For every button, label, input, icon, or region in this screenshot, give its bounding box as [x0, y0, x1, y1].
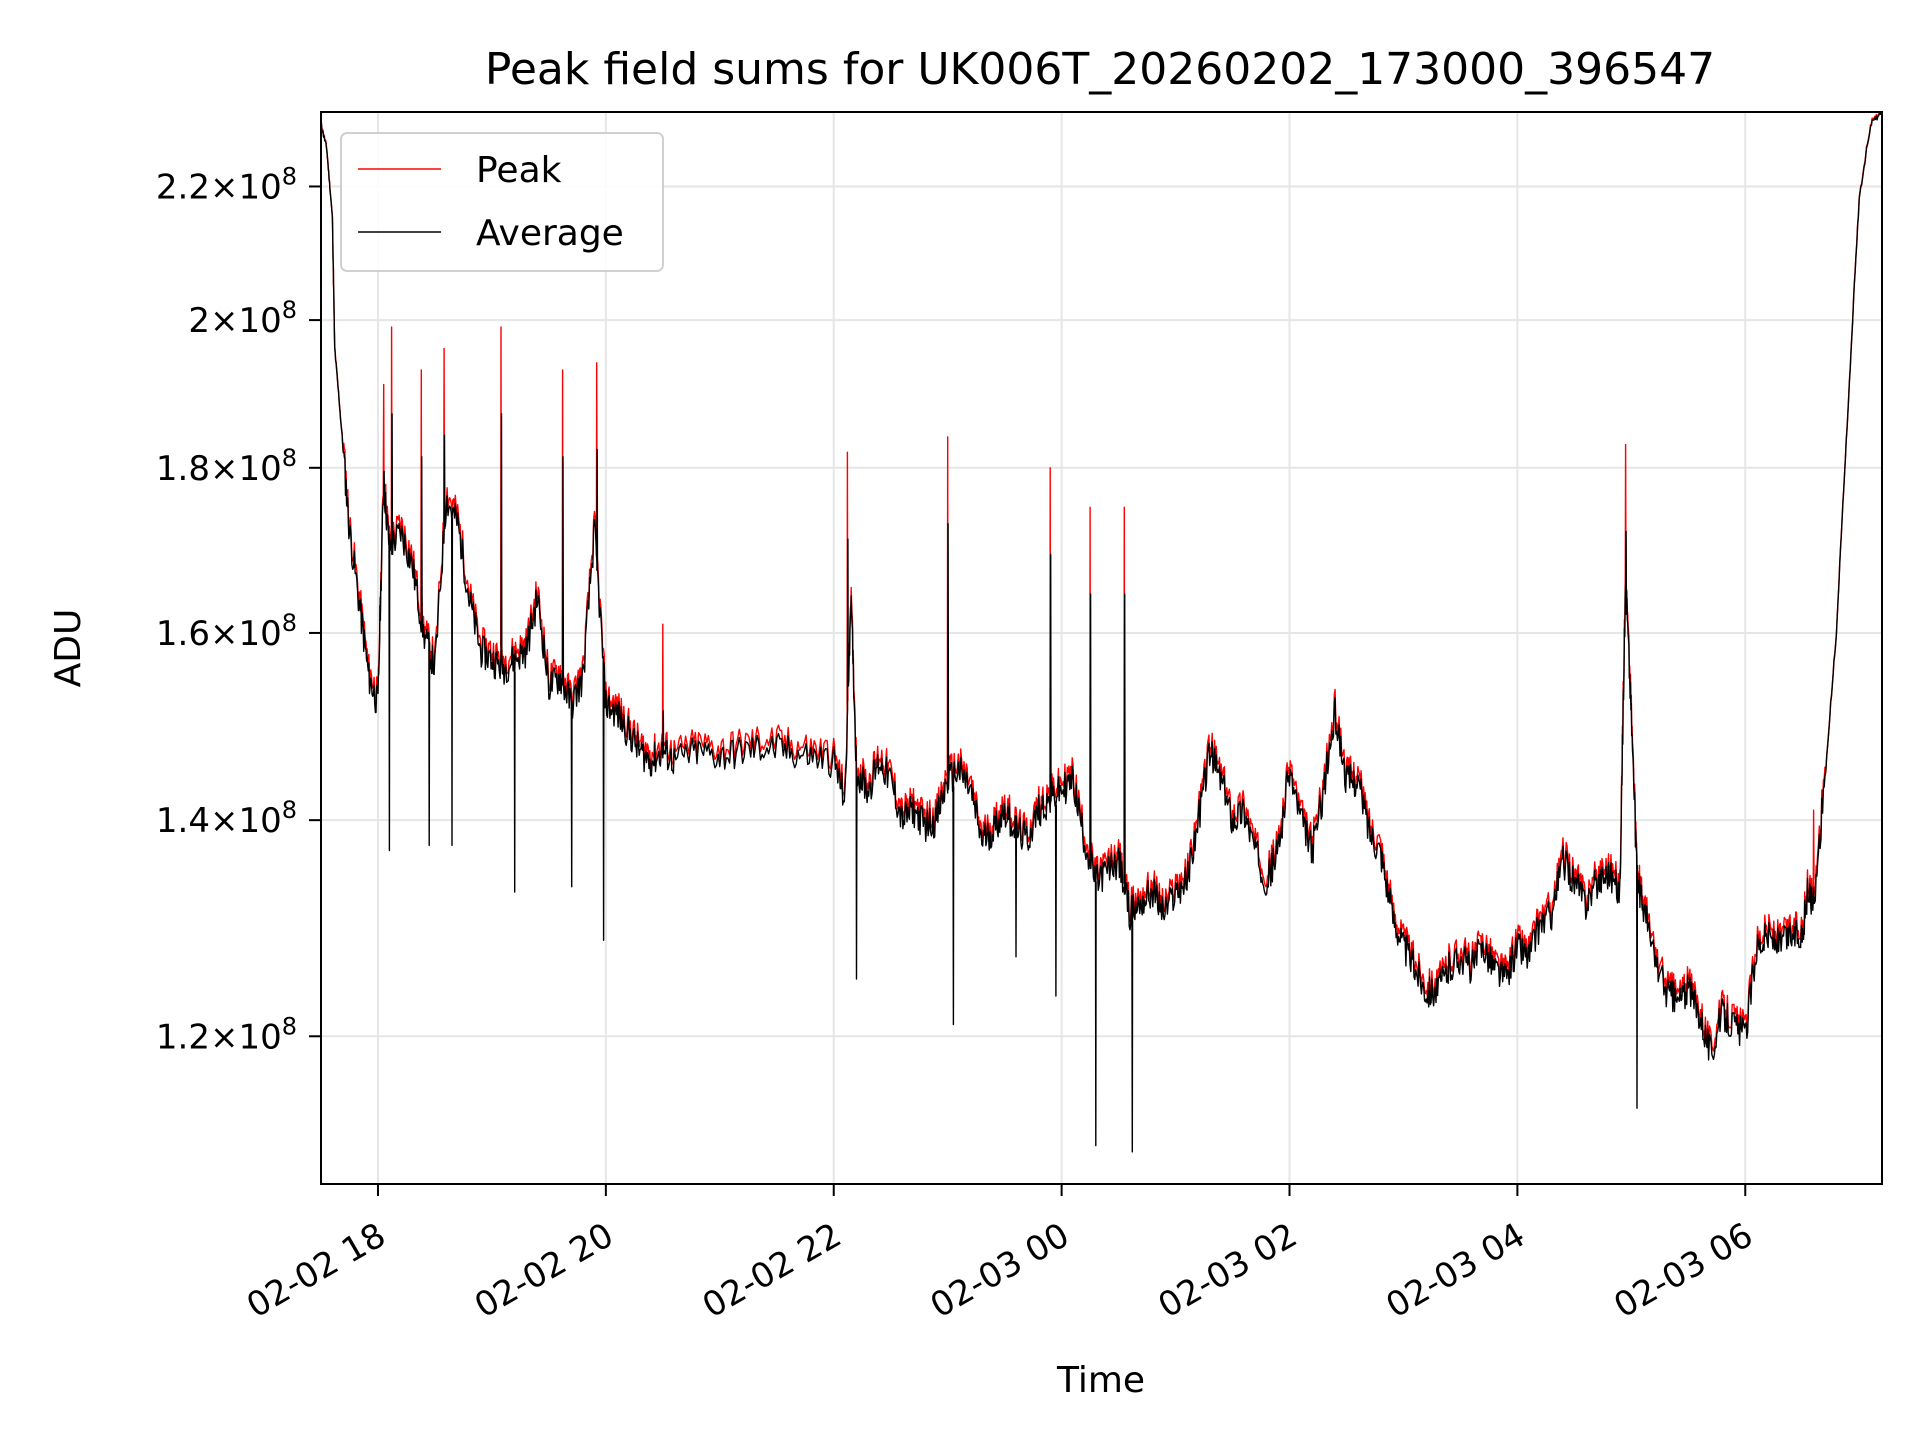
- y-tick-label: 1.2×108: [156, 1012, 297, 1057]
- y-tick-label: 1.4×108: [156, 796, 297, 841]
- grid: [321, 112, 1882, 1184]
- series: [320, 111, 1882, 1153]
- y-tick-label: 1.6×108: [156, 609, 297, 654]
- chart-title: Peak field sums for UK006T_20260202_1730…: [485, 44, 1715, 95]
- legend: Peak Average: [340, 132, 664, 272]
- y-axis-label: ADU: [48, 609, 89, 688]
- x-axis-label: Time: [1056, 1360, 1145, 1401]
- plot-frame: [320, 111, 1883, 1185]
- y-tick-label: 1.8×108: [156, 444, 297, 489]
- legend-box: [340, 132, 664, 272]
- y-tick-label: 2.2×108: [156, 162, 297, 207]
- legend-label-average: Average: [476, 213, 624, 254]
- y-tick-label: 2×108: [188, 296, 297, 341]
- series-line-average: [320, 111, 1882, 1153]
- legend-label-peak: Peak: [476, 150, 562, 191]
